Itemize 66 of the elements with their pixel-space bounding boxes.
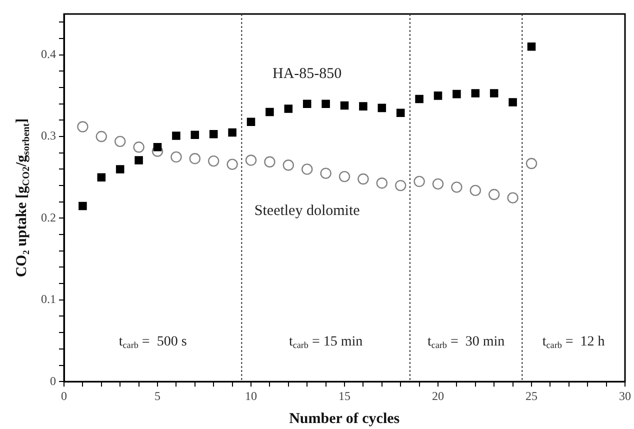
point [246, 118, 256, 126]
x-tick-label: 15 [338, 388, 350, 403]
point [114, 136, 126, 148]
point [78, 202, 87, 210]
x-tick-label: 20 [432, 388, 444, 403]
point [226, 158, 238, 170]
series-label: HA-85-850 [272, 66, 342, 82]
y-tick-label: 0.1 [41, 292, 56, 306]
x-tick-label: 25 [526, 388, 538, 403]
point [134, 156, 143, 164]
point [302, 100, 312, 108]
point [338, 170, 350, 182]
point [209, 130, 218, 138]
point [358, 173, 369, 185]
point [170, 151, 182, 163]
point [97, 173, 106, 182]
point [395, 180, 406, 192]
point [340, 101, 349, 110]
point [527, 42, 536, 51]
point [452, 90, 461, 98]
point [284, 104, 293, 113]
x-tick-label: 10 [245, 388, 257, 403]
point [490, 89, 498, 98]
point [133, 142, 144, 153]
point [322, 100, 330, 108]
x-tick-label: 0 [61, 388, 67, 403]
point [434, 92, 442, 100]
point [152, 146, 164, 157]
point [190, 130, 200, 140]
x-tick-label: 30 [619, 388, 631, 403]
y-tick-label: 0 [50, 374, 56, 388]
point [189, 152, 200, 164]
point [526, 158, 538, 170]
point [414, 176, 425, 188]
point [359, 102, 368, 110]
point [376, 177, 388, 189]
y-tick-label: 0.4 [41, 47, 56, 61]
point [282, 160, 294, 171]
point [451, 182, 462, 193]
series-label: Steetley dolomite [254, 203, 360, 220]
y-axis-title: CO₂ uptake [gCO2/gsorbent] [14, 118, 32, 278]
point [488, 188, 500, 200]
x-tick-label: 5 [154, 388, 160, 403]
point [208, 155, 220, 167]
point [470, 184, 481, 196]
point [302, 164, 313, 175]
point [96, 130, 107, 142]
point [77, 121, 88, 132]
point [116, 165, 124, 174]
y-tick-label: 0.3 [41, 128, 56, 143]
point [228, 128, 236, 137]
point [153, 143, 162, 152]
point [507, 192, 518, 204]
point [320, 168, 332, 179]
point [378, 104, 386, 112]
point [471, 89, 480, 98]
point [432, 178, 444, 190]
y-tick-label: 0.2 [41, 210, 56, 224]
point [415, 94, 424, 104]
point [264, 156, 276, 168]
x-axis-title: Number of cycles [289, 410, 400, 427]
point [172, 132, 180, 140]
point [245, 154, 257, 166]
point [396, 108, 405, 117]
point [508, 98, 517, 106]
point [266, 108, 274, 116]
